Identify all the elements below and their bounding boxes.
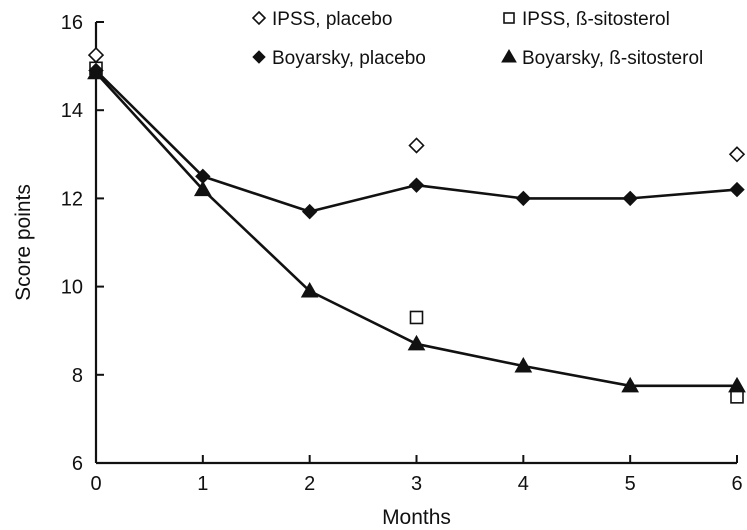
data-point-boyarsky-sitosterol: [728, 376, 746, 393]
data-point-boyarsky-placebo: [408, 177, 425, 193]
data-point-ipss-sitosterol: [730, 390, 744, 404]
x-axis-title: Months: [382, 506, 451, 529]
legend-label-ipss-placebo: IPSS, placebo: [272, 9, 392, 30]
data-point-boyarsky-sitosterol: [300, 282, 319, 298]
x-tick-label: 2: [304, 473, 315, 495]
y-tick-label: 12: [61, 188, 83, 210]
y-axis-title: Score points: [12, 184, 35, 301]
data-point-ipss-placebo: [728, 146, 746, 163]
data-point-ipss-sitosterol: [409, 310, 424, 325]
data-point-boyarsky-sitosterol: [193, 180, 212, 197]
data-point-boyarsky-placebo: [301, 203, 318, 220]
data-point-boyarsky-sitosterol: [514, 356, 533, 373]
legend-label-boyarsky-placebo: Boyarsky, placebo: [272, 48, 426, 69]
legend-item-boyarsky-placebo: Boyarsky, placebo: [252, 48, 426, 69]
x-tick-label: 4: [518, 473, 529, 495]
x-tick-label: 3: [411, 473, 422, 495]
legend-label-boyarsky-sitosterol: Boyarsky, ß-sitosterol: [522, 48, 703, 69]
legend-item-ipss-sitosterol: IPSS, ß-sitosterol: [503, 9, 670, 30]
x-tick-label: 1: [197, 473, 208, 495]
x-tick-label: 0: [90, 473, 101, 495]
data-point-boyarsky-placebo: [515, 190, 532, 207]
y-tick-label: 6: [72, 453, 83, 475]
legend: IPSS, placebo IPSS, ß-sitosterol Boyarsky,…: [251, 9, 703, 69]
data-point-boyarsky-sitosterol: [407, 334, 426, 351]
data-point-ipss-placebo: [87, 46, 105, 64]
data-point-boyarsky-placebo: [729, 181, 745, 198]
legend-marker-boyarsky-placebo: [252, 50, 266, 64]
y-tick-label: 16: [61, 12, 83, 34]
legend-marker-ipss-placebo: [251, 10, 267, 26]
x-tick-label: 6: [731, 473, 742, 495]
data-point-boyarsky-sitosterol: [621, 376, 640, 393]
data-point-ipss-placebo: [408, 137, 425, 154]
data-point-boyarsky-sitosterol: [87, 63, 105, 80]
y-tick-label: 10: [61, 277, 83, 299]
legend-marker-ipss-sitosterol: [503, 12, 515, 24]
y-tick-label: 14: [61, 100, 83, 122]
legend-marker-boyarsky-sitosterol: [501, 49, 517, 63]
legend-label-ipss-sitosterol: IPSS, ß-sitosterol: [522, 9, 670, 30]
x-tick-label: 5: [625, 473, 636, 495]
legend-item-ipss-placebo: IPSS, placebo: [251, 9, 392, 30]
y-tick-label: 8: [72, 365, 83, 387]
legend-item-boyarsky-sitosterol: Boyarsky, ß-sitosterol: [501, 48, 703, 69]
series-group: [87, 46, 746, 404]
data-point-boyarsky-placebo: [622, 190, 638, 207]
